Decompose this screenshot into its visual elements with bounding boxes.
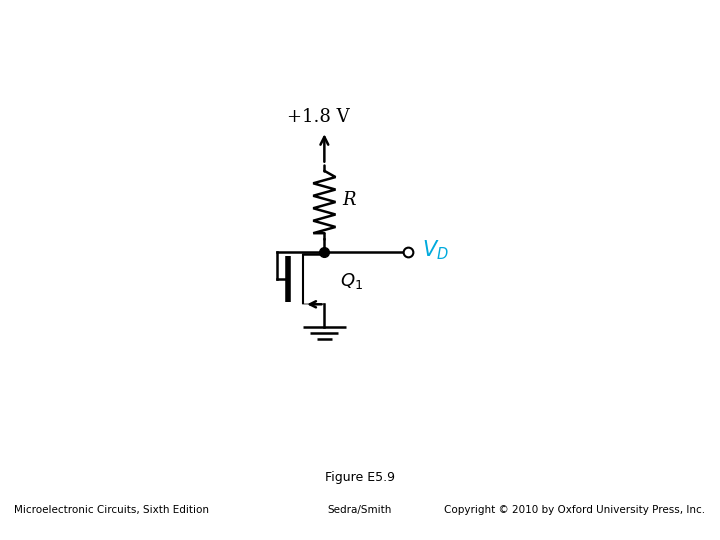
Text: Figure E5.9: Figure E5.9	[325, 471, 395, 484]
Text: $V_D$: $V_D$	[422, 238, 449, 262]
Text: R: R	[342, 191, 356, 209]
Text: Sedra/Smith: Sedra/Smith	[328, 505, 392, 515]
Text: Microelectronic Circuits, Sixth Edition: Microelectronic Circuits, Sixth Edition	[14, 505, 210, 515]
Text: +1.8 V: +1.8 V	[287, 109, 350, 126]
Text: Copyright © 2010 by Oxford University Press, Inc.: Copyright © 2010 by Oxford University Pr…	[444, 505, 706, 515]
Text: $Q_1$: $Q_1$	[340, 272, 363, 292]
